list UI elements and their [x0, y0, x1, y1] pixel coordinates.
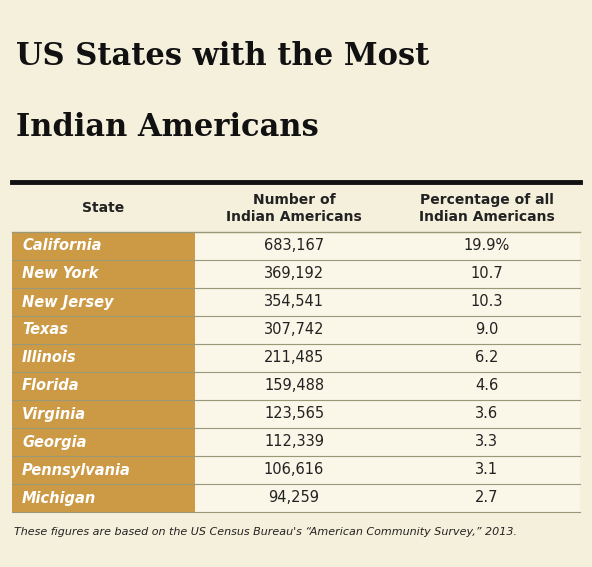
Bar — [195, 484, 580, 512]
Text: 10.7: 10.7 — [470, 266, 503, 281]
Bar — [12, 288, 195, 316]
Bar — [12, 372, 195, 400]
Text: 123,565: 123,565 — [264, 407, 324, 421]
Text: 4.6: 4.6 — [475, 379, 498, 393]
Bar — [12, 316, 195, 344]
Text: Pennsylvania: Pennsylvania — [22, 463, 131, 477]
Text: 3.6: 3.6 — [475, 407, 498, 421]
Bar — [12, 260, 195, 288]
Text: 3.3: 3.3 — [475, 434, 498, 450]
Text: Indian Americans: Indian Americans — [16, 112, 318, 143]
Text: 354,541: 354,541 — [264, 294, 324, 310]
Text: 10.3: 10.3 — [470, 294, 503, 310]
Text: 159,488: 159,488 — [264, 379, 324, 393]
Text: 94,259: 94,259 — [269, 490, 320, 506]
Text: Virginia: Virginia — [22, 407, 86, 421]
Text: Georgia: Georgia — [22, 434, 86, 450]
Bar — [195, 400, 580, 428]
Text: 683,167: 683,167 — [264, 239, 324, 253]
Text: Illinois: Illinois — [22, 350, 76, 366]
Text: These figures are based on the US Census Bureau's “American Community Survey,” 2: These figures are based on the US Census… — [14, 527, 517, 537]
Text: New Jersey: New Jersey — [22, 294, 114, 310]
Bar — [195, 428, 580, 456]
Text: 112,339: 112,339 — [264, 434, 324, 450]
Text: 19.9%: 19.9% — [464, 239, 510, 253]
Bar — [195, 316, 580, 344]
Text: Florida: Florida — [22, 379, 80, 393]
Bar — [195, 344, 580, 372]
Text: 3.1: 3.1 — [475, 463, 498, 477]
Text: 2.7: 2.7 — [475, 490, 498, 506]
Bar — [195, 456, 580, 484]
Text: US States with the Most: US States with the Most — [16, 41, 429, 73]
Text: Texas: Texas — [22, 323, 68, 337]
Text: 369,192: 369,192 — [264, 266, 324, 281]
Text: 9.0: 9.0 — [475, 323, 498, 337]
Bar — [12, 428, 195, 456]
Bar — [195, 372, 580, 400]
Text: Number of
Indian Americans: Number of Indian Americans — [226, 193, 362, 223]
Text: 211,485: 211,485 — [264, 350, 324, 366]
Text: 307,742: 307,742 — [264, 323, 324, 337]
Text: Michigan: Michigan — [22, 490, 96, 506]
Bar — [12, 232, 195, 260]
Bar — [195, 260, 580, 288]
Text: 106,616: 106,616 — [264, 463, 324, 477]
Bar — [12, 484, 195, 512]
Bar — [195, 232, 580, 260]
Bar — [12, 344, 195, 372]
Text: New York: New York — [22, 266, 98, 281]
Bar — [195, 288, 580, 316]
Bar — [12, 456, 195, 484]
Text: 6.2: 6.2 — [475, 350, 498, 366]
Text: Percentage of all
Indian Americans: Percentage of all Indian Americans — [419, 193, 554, 223]
Text: California: California — [22, 239, 101, 253]
Text: State: State — [82, 201, 125, 215]
Bar — [12, 400, 195, 428]
